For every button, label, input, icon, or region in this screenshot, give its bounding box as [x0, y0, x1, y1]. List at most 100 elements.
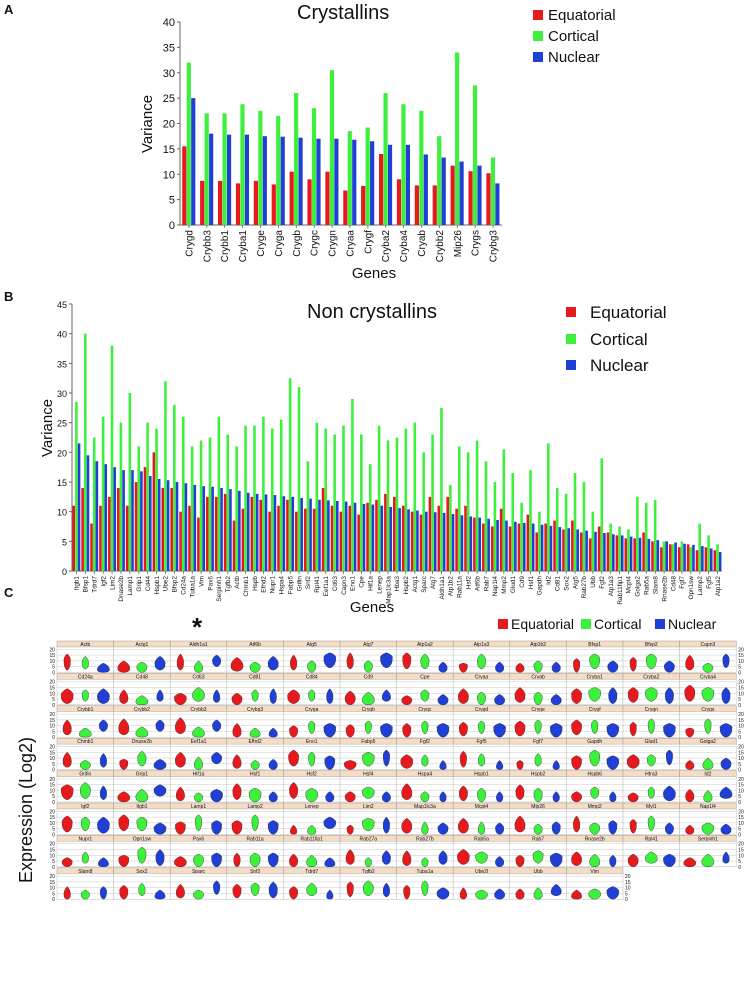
bar-nuclear-lamp2: [701, 546, 704, 571]
bar-nuclear-fgf2: [603, 533, 606, 571]
violin-equatorial: [685, 760, 695, 770]
bar-nuclear-cd9: [522, 522, 526, 571]
x-tick-label-hif1a: Hif1a: [368, 576, 375, 591]
bar-equatorial-rab27b: [579, 532, 583, 571]
violin-cell-sparc: Sparc: [169, 867, 228, 900]
violin-left-tick-label: 5: [52, 665, 55, 671]
violin-gene-label: Tdrd7: [305, 869, 318, 875]
bar-cortical-rpl41: [315, 422, 319, 571]
bar-nuclear-grifin: [300, 498, 303, 571]
bar-cortical-lenep: [377, 425, 381, 571]
violin-gene-label: Snf2: [250, 869, 261, 875]
violin-gene-label: Golga2: [700, 739, 716, 745]
violin-equatorial: [571, 719, 582, 736]
legend-c-cortical-label: Cortical: [594, 616, 641, 632]
violin-gene-label: Fgf7: [533, 739, 543, 745]
violin-right-tick-label: 20: [738, 647, 744, 653]
x-tick-label-nap1l4: Nap1l4: [492, 576, 499, 597]
bar-cortical-cd44: [146, 422, 149, 571]
bar-cortical-crybg3: [490, 157, 495, 225]
violin-right-tick-label: 5: [738, 729, 741, 735]
violin-gene-label: Eef1a1: [191, 739, 207, 745]
bar-cortical-cd48: [671, 544, 675, 571]
violin-equatorial: [573, 815, 581, 833]
violin-cortical: [307, 824, 317, 835]
bar-cortical-itgb1: [75, 401, 78, 571]
violin-cortical: [591, 719, 599, 734]
violin-cortical: [647, 786, 655, 799]
bar-equatorial-hspb2: [401, 505, 405, 571]
violin-cell-rab27a: Rab27a: [339, 835, 397, 868]
x-tick-label-map1lc3a: Map1lc3a: [385, 576, 392, 604]
x-tick-label-opn1sw: Opn1sw: [688, 576, 695, 600]
violin-left-tick-label: 0: [52, 865, 55, 871]
violin-cell-cryge: Cryge: [509, 705, 567, 738]
chart-a-ylabel: Variance: [139, 95, 156, 153]
bar-cortical-hba3: [395, 437, 399, 571]
violin-gene-label: Atp1a3: [474, 642, 490, 648]
violin-right-tick-label: 5: [738, 827, 741, 833]
violin-right-tick-label: 10: [738, 691, 744, 697]
violin-cortical: [137, 846, 147, 864]
bar-equatorial-eno1: [348, 505, 352, 571]
violin-gene-label: Actb: [80, 642, 90, 648]
violin-cortical: [364, 857, 372, 868]
violin-equatorial: [117, 791, 131, 803]
violin-cell-rnase2b: Rnase2b: [566, 835, 624, 868]
bar-equatorial-mmp2: [499, 508, 503, 571]
violin-cell-cryga: Cryga: [283, 705, 341, 738]
violin-equatorial: [571, 851, 582, 866]
violin-cortical: [420, 653, 430, 670]
bar-nuclear-bfsp1: [86, 455, 90, 571]
violin-cortical: [702, 757, 714, 770]
x-tick-label-mcpt4: Mcpt4: [626, 576, 633, 594]
bar-cortical-tuba1a: [190, 446, 194, 571]
violin-nuclear: [665, 749, 673, 766]
y-tick-label: 10: [57, 508, 67, 518]
chart-c-ylabel: Expression (Log2): [16, 737, 36, 883]
chart-c-legend: Equatorial Cortical Nuclear: [498, 616, 717, 632]
violin-gene-label: Atp1a2: [417, 642, 433, 648]
violin-cortical: [702, 662, 714, 673]
violin-cortical: [361, 691, 375, 706]
x-tick-label-cd81: Cd81: [555, 576, 562, 592]
violin-cell-mip26: Mip26: [509, 802, 567, 835]
y-tick-label: 20: [163, 119, 175, 131]
bar-nuclear-hif1a: [371, 504, 375, 571]
violin-nuclear: [268, 727, 278, 738]
bar-nuclear-cryga: [280, 136, 285, 225]
bar-nuclear-sox2: [567, 528, 571, 571]
bar-nuclear-itgb1: [77, 443, 81, 571]
violin-right-tick-label: 10: [625, 886, 631, 892]
violin-gene-label: Hsf1: [250, 772, 261, 778]
y-tick-label: 45: [57, 300, 67, 310]
violin-cortical: [192, 726, 205, 738]
violin-gene-label: Hspb2: [531, 772, 546, 778]
chart-a-title: Crystallins: [297, 2, 389, 24]
x-tick-label-atg5: Atg5: [572, 576, 579, 590]
violin-nuclear: [609, 791, 617, 803]
violin-left-tick-label: 0: [52, 832, 55, 838]
panel-letter-b: B: [4, 289, 13, 304]
violin-gene-label: Crybb2: [134, 707, 150, 713]
violin-cell-atg7: Atg7: [339, 640, 397, 673]
violin-nuclear: [324, 857, 336, 868]
bar-nuclear-crybb1: [226, 134, 232, 225]
y-tick-label: 0: [62, 567, 67, 577]
violin-gene-label: Cryge: [531, 707, 545, 713]
bar-nuclear-gapdh: [540, 524, 544, 571]
violin-cell-hsf1: Hsf1: [226, 770, 284, 803]
x-tick-label-crybg3: Crybg3: [489, 230, 500, 263]
violin-nuclear: [323, 723, 337, 738]
bar-cortical-hif1a: [368, 464, 372, 571]
bar-nuclear-cryge: [262, 136, 267, 225]
violin-gene-label: Atg7: [363, 642, 374, 648]
bar-cortical-eef1a1: [324, 428, 328, 571]
violin-equatorial: [288, 749, 299, 767]
violin-cortical: [307, 660, 317, 673]
violin-nuclear: [436, 887, 450, 900]
bar-cortical-atg7: [431, 434, 434, 571]
violin-nuclear: [97, 688, 110, 704]
